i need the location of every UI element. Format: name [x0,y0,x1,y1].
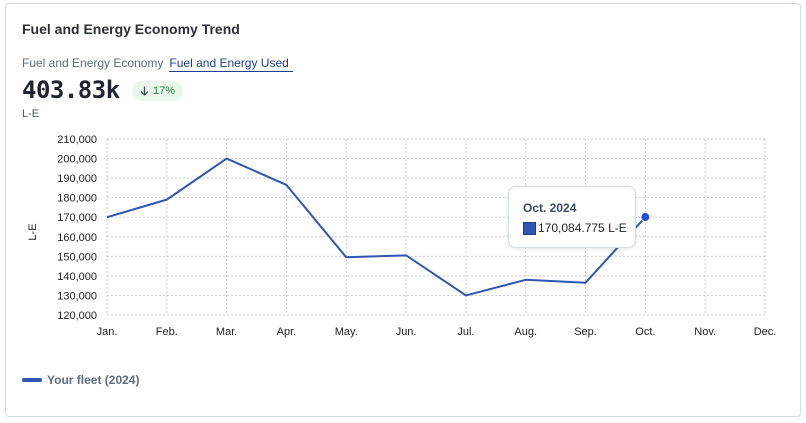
chart-card [5,3,801,417]
y-tick-label: 180,000 [57,193,97,205]
tooltip-swatch [523,221,536,235]
tooltip-title: Oct. 2024 [523,201,577,215]
arrow-down-icon [140,86,149,96]
series-line-your-fleet [106,157,647,297]
delta-value: 17% [153,85,176,97]
x-tick-label: Jun. [396,326,417,338]
x-tick-label: Feb. [156,326,178,338]
x-tick-label: Jul. [457,326,474,338]
y-tick-label: 160,000 [57,232,97,244]
x-tick-label: Mar. [216,326,237,338]
y-tick-label: 140,000 [57,271,97,283]
y-tick-label: 150,000 [57,251,97,263]
x-tick-label: Sep. [574,326,597,338]
tab-fuel-energy-economy[interactable]: Fuel and Energy Economy [22,56,164,70]
summary-unit: L-E [22,108,40,120]
x-tick-label: May. [335,326,358,338]
card-title: Fuel and Energy Economy Trend [22,21,240,37]
y-tick-label: 170,000 [57,212,97,224]
tab-fuel-energy-used[interactable]: Fuel and Energy Used [169,56,293,72]
legend-swatch [22,378,42,382]
x-tick-label: Oct. [635,326,655,338]
x-tick-label: Jan. [97,326,118,338]
y-tick-label: 130,000 [57,290,97,302]
y-tick-label: 200,000 [57,154,97,166]
x-tick-label: Apr. [277,326,297,338]
delta-badge: 17% [132,81,184,101]
y-axis-title: L-E [27,223,39,240]
x-tick-label: Nov. [694,326,716,338]
tooltip-row: 170,084.775 L-E [523,221,627,235]
metric-tabs: Fuel and Energy Economy Fuel and Energy … [22,56,293,72]
y-tick-label: 120,000 [57,310,97,322]
tooltip-value: 170,084.775 L-E [538,221,627,235]
y-tick-label: 190,000 [57,173,97,185]
tooltip: Oct. 2024 170,084.775 L-E [508,186,636,248]
data-point [640,212,651,223]
y-tick-label: 210,000 [57,134,97,146]
legend-label-your-fleet[interactable]: Your fleet (2024) [47,373,140,387]
x-tick-label: Aug. [514,326,537,338]
summary-value: 403.83k [22,76,120,104]
legend: Your fleet (2024) [22,373,139,387]
x-tick-label: Dec. [754,326,777,338]
